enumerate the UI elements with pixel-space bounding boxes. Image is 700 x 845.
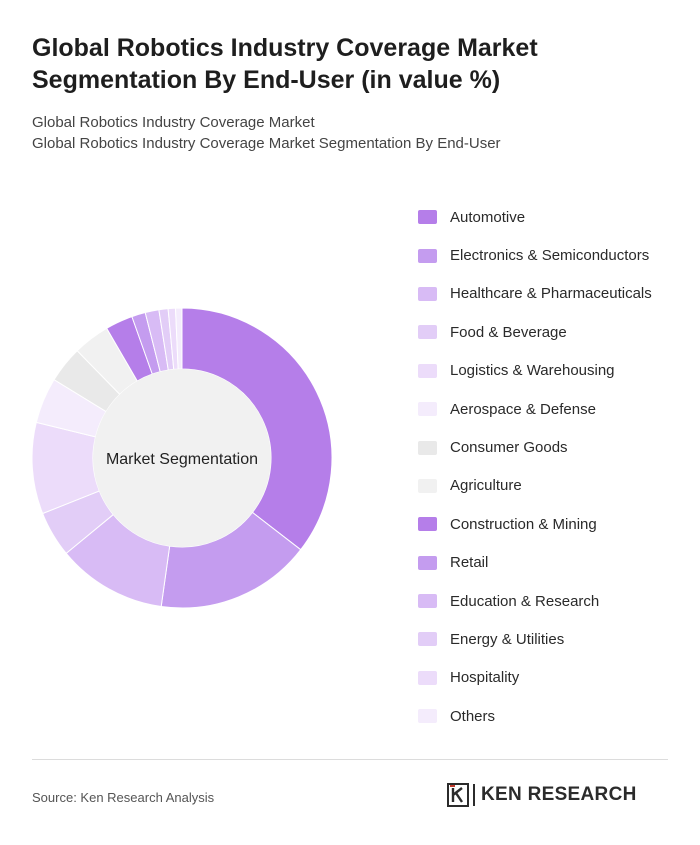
legend-label: Energy & Utilities (450, 630, 565, 648)
legend-label: Logistics & Warehousing (450, 362, 615, 380)
legend-item: Automotive (418, 198, 688, 236)
chart-legend: Automotive Electronics & Semiconductors He… (418, 198, 688, 735)
legend-swatch (418, 210, 437, 225)
source-note: Source: Ken Research Analysis (32, 790, 215, 805)
legend-item: Others (418, 697, 688, 735)
legend-item: Consumer Goods (418, 428, 688, 466)
legend-swatch (418, 555, 437, 570)
legend-swatch (418, 286, 437, 301)
footer-divider (32, 759, 668, 760)
legend-swatch (418, 517, 437, 532)
legend-label: Others (450, 707, 496, 725)
legend-label: Consumer Goods (450, 439, 568, 457)
legend-swatch (418, 594, 437, 609)
legend-label: Food & Beverage (450, 323, 567, 341)
subtitle-market: Global Robotics Industry Coverage Market (32, 114, 315, 131)
brand-name: KEN RESEARCH (481, 784, 637, 805)
legend-label: Electronics & Semiconductors (450, 247, 650, 265)
legend-swatch (418, 363, 437, 378)
legend-item: Construction & Mining (418, 505, 688, 543)
legend-item: Agriculture (418, 467, 688, 505)
legend-label: Retail (450, 554, 489, 572)
legend-label: Healthcare & Pharmaceuticals (450, 285, 652, 303)
legend-item: Retail (418, 544, 688, 582)
legend-swatch (418, 248, 437, 263)
legend-item: Food & Beverage (418, 313, 688, 351)
legend-label: Automotive (450, 208, 526, 226)
legend-item: Logistics & Warehousing (418, 352, 688, 390)
donut-slices (31, 307, 333, 609)
legend-label: Construction & Mining (450, 515, 597, 533)
legend-swatch (418, 325, 437, 340)
center-label: Market Segmentation (106, 451, 258, 468)
chart-title: Global Robotics Industry Coverage Market… (32, 34, 538, 94)
legend-swatch (418, 709, 437, 724)
legend-swatch (418, 632, 437, 647)
legend-swatch (418, 670, 437, 685)
legend-item: Hospitality (418, 659, 688, 697)
legend-label: Education & Research (450, 592, 600, 610)
legend-item: Energy & Utilities (418, 620, 688, 658)
legend-swatch (418, 402, 437, 417)
ken-research-k-logo-icon (447, 783, 469, 807)
legend-label: Agriculture (450, 477, 522, 495)
donut-chart: Market Segmentation (31, 307, 333, 609)
brand-separator (473, 784, 475, 806)
legend-swatch (418, 478, 437, 493)
legend-swatch (418, 440, 437, 455)
legend-item: Healthcare & Pharmaceuticals (418, 275, 688, 313)
donut-center (93, 369, 271, 547)
subtitle-segmentation: Global Robotics Industry Coverage Market… (32, 135, 501, 152)
brand-logo: KEN RESEARCH (447, 783, 637, 807)
legend-item: Aerospace & Defense (418, 390, 688, 428)
legend-item: Electronics & Semiconductors (418, 236, 688, 274)
legend-label: Aerospace & Defense (450, 400, 596, 418)
legend-item: Education & Research (418, 582, 688, 620)
legend-label: Hospitality (450, 669, 520, 687)
